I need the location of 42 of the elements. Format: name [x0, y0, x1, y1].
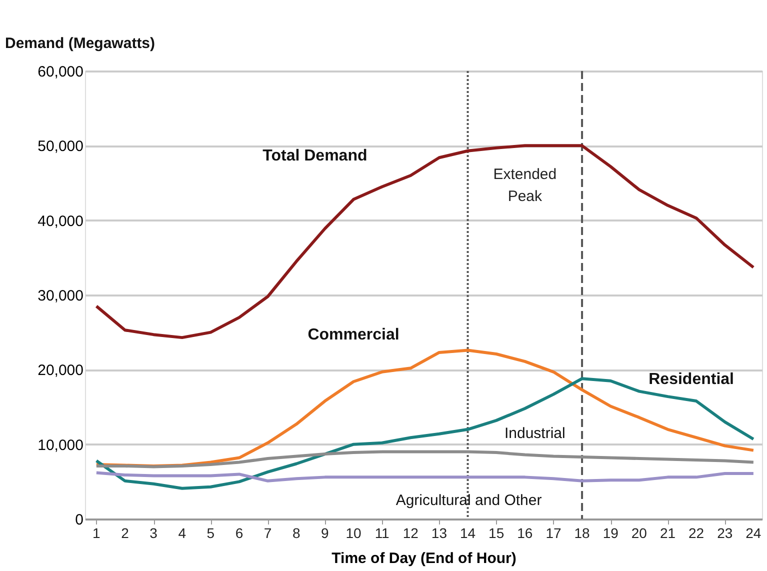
x-tick-label: 12 [402, 525, 419, 541]
x-tick-label: 21 [660, 525, 676, 541]
line-series [94, 471, 755, 482]
x-tick-label: 4 [178, 525, 186, 541]
x-axis-title: Time of Day (End of Hour) [332, 550, 516, 567]
x-tick-label: 3 [150, 525, 158, 541]
x-tick-label: 7 [264, 525, 272, 541]
y-tick-label: 40,000 [38, 212, 84, 230]
series-label: Commercial [308, 326, 400, 344]
x-tick-label: 16 [517, 525, 533, 541]
y-tick-label: 10,000 [38, 436, 84, 454]
x-tick-label: 19 [602, 525, 619, 541]
y-axis-title: Demand (Megawatts) [5, 35, 156, 52]
line-series [94, 450, 755, 468]
x-tick-label: 9 [321, 525, 330, 541]
series-label: Residential [648, 371, 734, 388]
x-tick-label: 18 [574, 525, 590, 541]
x-tick-label: 6 [235, 525, 244, 541]
x-tick-label: 22 [688, 525, 704, 541]
x-tick-label: 11 [374, 525, 390, 541]
x-tick-label: 2 [121, 525, 130, 541]
y-tick-label: 60,000 [38, 64, 84, 80]
x-tick-label: 14 [460, 525, 476, 541]
series-label: Agricultural and Other [396, 492, 542, 510]
y-tick-label: 50,000 [38, 138, 84, 156]
y-tick-label: 0 [75, 512, 84, 528]
x-tick-label: 17 [546, 525, 562, 541]
x-tick-label: 10 [346, 525, 362, 541]
y-tick-label: 20,000 [38, 362, 84, 380]
x-tick-label: 23 [717, 525, 733, 541]
annotation: Extended Peak [493, 166, 557, 206]
x-tick-label: 24 [746, 525, 762, 541]
x-tick-label: 20 [631, 525, 648, 541]
x-tick-label: 8 [292, 525, 300, 541]
line-series [94, 144, 755, 340]
x-tick-label: 15 [488, 525, 504, 541]
x-tick-label: 5 [206, 525, 215, 541]
x-tick-label: 1 [92, 525, 101, 541]
series-label: Total Demand [262, 148, 368, 165]
series-label: Industrial [504, 424, 566, 442]
x-tick-label: 13 [431, 525, 448, 541]
y-tick-label: 30,000 [38, 288, 84, 304]
